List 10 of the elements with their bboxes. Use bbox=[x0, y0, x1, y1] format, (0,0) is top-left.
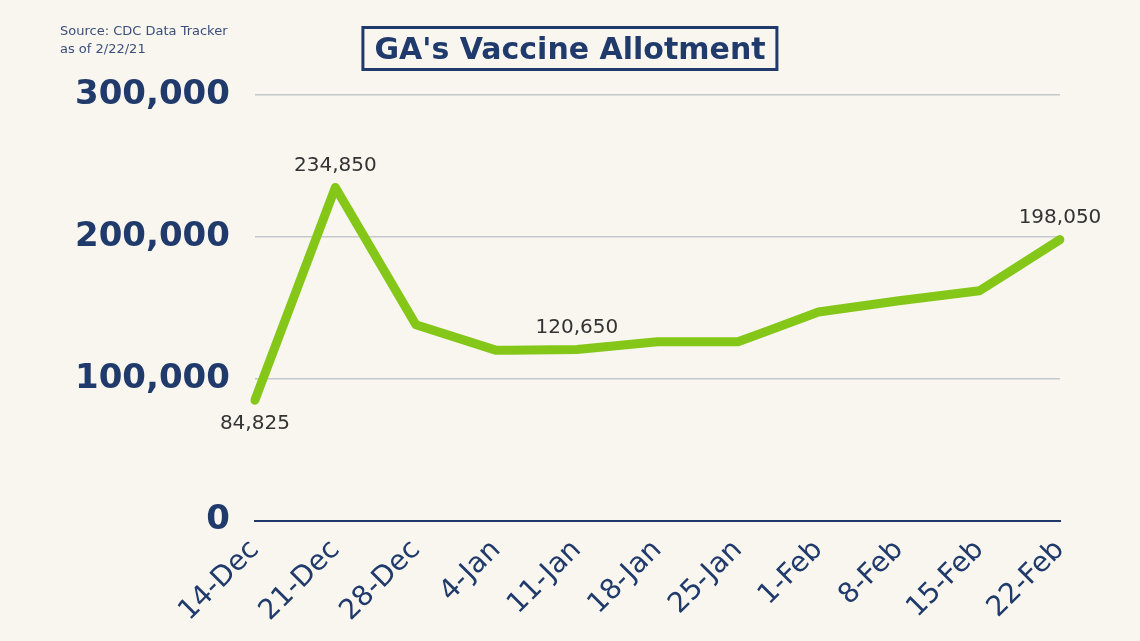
data-label: 234,850 bbox=[294, 151, 377, 176]
chart-title: GA's Vaccine Allotment bbox=[361, 26, 779, 71]
source-note: Source: CDC Data Tracker as of 2/22/21 bbox=[60, 22, 228, 58]
y-tick-label: 200,000 bbox=[75, 213, 230, 254]
data-label: 120,650 bbox=[535, 313, 619, 338]
y-tick-label: 0 bbox=[206, 497, 230, 538]
data-label: 198,050 bbox=[1018, 203, 1102, 228]
y-tick-label: 100,000 bbox=[75, 355, 230, 396]
data-label: 84,825 bbox=[219, 410, 290, 435]
y-tick-label: 300,000 bbox=[75, 71, 230, 112]
